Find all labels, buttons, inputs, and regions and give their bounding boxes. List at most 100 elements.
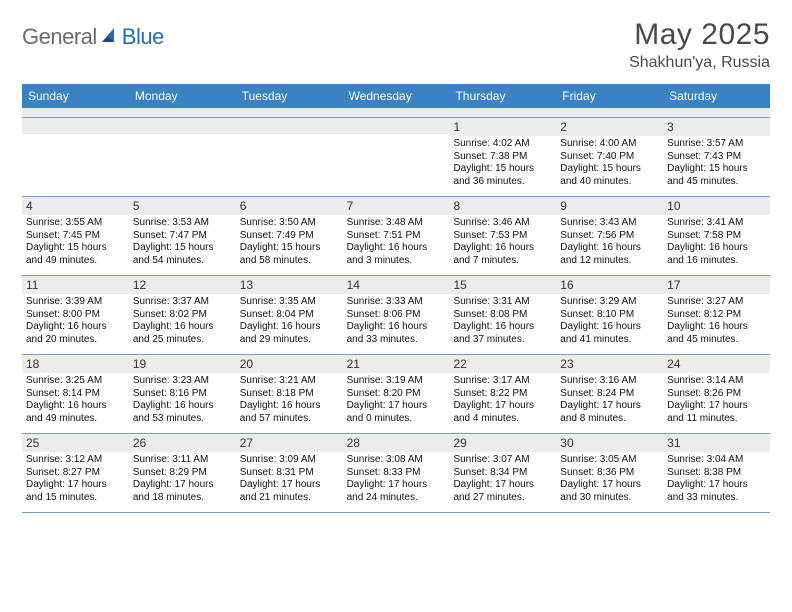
day-number: 26 (129, 434, 236, 452)
day-number (343, 118, 450, 134)
day-number: 31 (663, 434, 770, 452)
day-number: 28 (343, 434, 450, 452)
day-number: 24 (663, 355, 770, 373)
day-info: Sunrise: 4:00 AMSunset: 7:40 PMDaylight:… (560, 138, 659, 188)
day-cell (129, 118, 236, 196)
day-number: 30 (556, 434, 663, 452)
day-info: Sunrise: 3:46 AMSunset: 7:53 PMDaylight:… (453, 217, 552, 267)
dow-wednesday: Wednesday (343, 84, 450, 108)
day-info: Sunrise: 3:19 AMSunset: 8:20 PMDaylight:… (347, 375, 446, 425)
day-info: Sunrise: 3:37 AMSunset: 8:02 PMDaylight:… (133, 296, 232, 346)
day-number (22, 118, 129, 134)
day-cell: 25Sunrise: 3:12 AMSunset: 8:27 PMDayligh… (22, 434, 129, 512)
day-cell: 15Sunrise: 3:31 AMSunset: 8:08 PMDayligh… (449, 276, 556, 354)
day-info: Sunrise: 3:08 AMSunset: 8:33 PMDaylight:… (347, 454, 446, 504)
logo-text-general: General (22, 24, 97, 50)
day-cell: 5 Sunrise: 3:53 AMSunset: 7:47 PMDaylight… (129, 197, 236, 275)
day-cell (22, 118, 129, 196)
logo-text-blue: Blue (122, 24, 164, 50)
calendar: Sunday Monday Tuesday Wednesday Thursday… (22, 84, 770, 513)
day-cell: 20Sunrise: 3:21 AMSunset: 8:18 PMDayligh… (236, 355, 343, 433)
day-number: 8 (449, 197, 556, 215)
day-info: Sunrise: 3:11 AMSunset: 8:29 PMDaylight:… (133, 454, 232, 504)
day-cell: 16Sunrise: 3:29 AMSunset: 8:10 PMDayligh… (556, 276, 663, 354)
day-cell: 18 Sunrise: 3:25 AMSunset: 8:14 PMDayligh… (22, 355, 129, 433)
day-info: Sunrise: 3:50 AMSunset: 7:49 PMDaylight:… (240, 217, 339, 267)
day-info: Sunrise: 3:05 AMSunset: 8:36 PMDaylight:… (560, 454, 659, 504)
dow-sunday: Sunday (22, 84, 129, 108)
day-number: 2 (556, 118, 663, 136)
day-number: 27 (236, 434, 343, 452)
day-info: Sunrise: 3:53 AMSunset: 7:47 PMDaylight:… (133, 217, 232, 267)
day-cell: 10 Sunrise: 3:41 AMSunset: 7:58 PMDayligh… (663, 197, 770, 275)
day-number: 21 (343, 355, 450, 373)
day-info: Sunrise: 3:33 AMSunset: 8:06 PMDaylight:… (347, 296, 446, 346)
dow-tuesday: Tuesday (236, 84, 343, 108)
day-info: Sunrise: 3:35 AMSunset: 8:04 PMDaylight:… (240, 296, 339, 346)
day-cell: 23 Sunrise: 3:16 AMSunset: 8:24 PMDayligh… (556, 355, 663, 433)
day-number: 9 (556, 197, 663, 215)
day-cell: 3Sunrise: 3:57 AMSunset: 7:43 PMDaylight… (663, 118, 770, 196)
day-info: Sunrise: 3:43 AMSunset: 7:56 PMDaylight:… (560, 217, 659, 267)
day-cell: 26 Sunrise: 3:11 AMSunset: 8:29 PMDayligh… (129, 434, 236, 512)
day-info: Sunrise: 3:14 AMSunset: 8:26 PMDaylight:… (667, 375, 766, 425)
day-number: 3 (663, 118, 770, 136)
dow-friday: Friday (556, 84, 663, 108)
day-cell: 21 Sunrise: 3:19 AMSunset: 8:20 PMDayligh… (343, 355, 450, 433)
day-number: 18 (22, 355, 129, 373)
day-number: 7 (343, 197, 450, 215)
day-number: 15 (449, 276, 556, 294)
day-number (129, 118, 236, 134)
day-info: Sunrise: 3:25 AMSunset: 8:14 PMDaylight:… (26, 375, 125, 425)
day-cell: 11 Sunrise: 3:39 AMSunset: 8:00 PMDayligh… (22, 276, 129, 354)
day-number: 11 (22, 276, 129, 294)
day-cell: 12 Sunrise: 3:37 AMSunset: 8:02 PMDayligh… (129, 276, 236, 354)
week-row: 4Sunrise: 3:55 AMSunset: 7:45 PMDaylight… (22, 197, 770, 276)
day-cell: 13Sunrise: 3:35 AMSunset: 8:04 PMDayligh… (236, 276, 343, 354)
logo: General Blue (22, 18, 164, 50)
day-info: Sunrise: 4:02 AMSunset: 7:38 PMDaylight:… (453, 138, 552, 188)
title-block: May 2025 Shakhun'ya, Russia (629, 18, 770, 72)
day-cell: 6 Sunrise: 3:50 AMSunset: 7:49 PMDaylight… (236, 197, 343, 275)
month-title: May 2025 (629, 18, 770, 52)
day-number: 1 (449, 118, 556, 136)
day-number: 23 (556, 355, 663, 373)
dow-thursday: Thursday (449, 84, 556, 108)
day-info: Sunrise: 3:17 AMSunset: 8:22 PMDaylight:… (453, 375, 552, 425)
day-info: Sunrise: 3:55 AMSunset: 7:45 PMDaylight:… (26, 217, 125, 267)
day-info: Sunrise: 3:27 AMSunset: 8:12 PMDaylight:… (667, 296, 766, 346)
day-cell: 4Sunrise: 3:55 AMSunset: 7:45 PMDaylight… (22, 197, 129, 275)
day-info: Sunrise: 3:39 AMSunset: 8:00 PMDaylight:… (26, 296, 125, 346)
day-info: Sunrise: 3:09 AMSunset: 8:31 PMDaylight:… (240, 454, 339, 504)
day-info: Sunrise: 3:07 AMSunset: 8:34 PMDaylight:… (453, 454, 552, 504)
day-cell: 28 Sunrise: 3:08 AMSunset: 8:33 PMDayligh… (343, 434, 450, 512)
day-number: 10 (663, 197, 770, 215)
day-cell: 29 Sunrise: 3:07 AMSunset: 8:34 PMDayligh… (449, 434, 556, 512)
day-info: Sunrise: 3:04 AMSunset: 8:38 PMDaylight:… (667, 454, 766, 504)
day-number: 17 (663, 276, 770, 294)
day-number: 12 (129, 276, 236, 294)
separator-row (22, 108, 770, 118)
day-cell: 2 Sunrise: 4:00 AMSunset: 7:40 PMDaylight… (556, 118, 663, 196)
week-row: 18 Sunrise: 3:25 AMSunset: 8:14 PMDayligh… (22, 355, 770, 434)
week-row: 11 Sunrise: 3:39 AMSunset: 8:00 PMDayligh… (22, 276, 770, 355)
day-info: Sunrise: 3:41 AMSunset: 7:58 PMDaylight:… (667, 217, 766, 267)
day-number: 29 (449, 434, 556, 452)
day-cell (343, 118, 450, 196)
day-cell: 24 Sunrise: 3:14 AMSunset: 8:26 PMDayligh… (663, 355, 770, 433)
day-number: 16 (556, 276, 663, 294)
dow-monday: Monday (129, 84, 236, 108)
day-cell: 8 Sunrise: 3:46 AMSunset: 7:53 PMDaylight… (449, 197, 556, 275)
day-number: 5 (129, 197, 236, 215)
location: Shakhun'ya, Russia (629, 54, 770, 72)
day-cell: 30 Sunrise: 3:05 AMSunset: 8:36 PMDayligh… (556, 434, 663, 512)
day-number: 22 (449, 355, 556, 373)
day-info: Sunrise: 3:16 AMSunset: 8:24 PMDaylight:… (560, 375, 659, 425)
day-cell: 31 Sunrise: 3:04 AMSunset: 8:38 PMDayligh… (663, 434, 770, 512)
week-row: 25Sunrise: 3:12 AMSunset: 8:27 PMDayligh… (22, 434, 770, 513)
day-number: 6 (236, 197, 343, 215)
day-cell: 17 Sunrise: 3:27 AMSunset: 8:12 PMDayligh… (663, 276, 770, 354)
dow-row: Sunday Monday Tuesday Wednesday Thursday… (22, 84, 770, 108)
day-number (236, 118, 343, 134)
day-cell (236, 118, 343, 196)
